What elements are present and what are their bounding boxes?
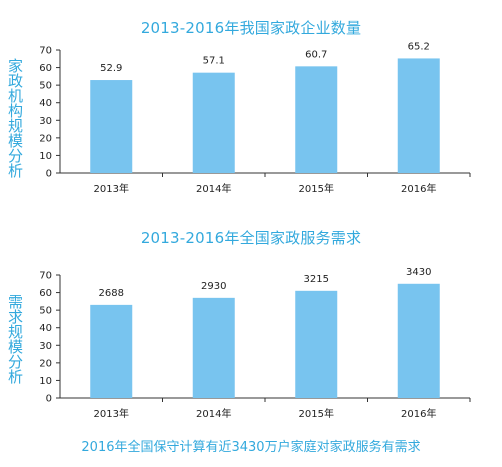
chart1-x-tick-label: 2016年 xyxy=(401,182,436,195)
chart2-bar xyxy=(90,304,133,398)
footnote: 2016年全国保守计算有近3430万户家庭对家政服务有需求 xyxy=(81,440,421,455)
chart1-bar xyxy=(295,66,338,173)
chart2-x-tick-label: 2015年 xyxy=(299,407,334,420)
chart1-y-tick-label: 50 xyxy=(39,81,52,92)
chart2-title: 2013-2016年全国家政服务需求 xyxy=(140,229,362,247)
chart2-y-tick-label: 60 xyxy=(39,288,52,299)
chart1-data-label: 57.1 xyxy=(203,56,225,67)
chart1-svg: 0 10 20 30 40 50 60 70 52.9 2013年 57.1 2014年 60.7 201… xyxy=(39,41,471,195)
chart1-bar xyxy=(397,58,440,173)
chart1-y-tick-label: 30 xyxy=(39,116,52,127)
chart1-x-tick-label: 2014年 xyxy=(196,182,231,195)
chart1-data-label: 60.7 xyxy=(305,49,327,60)
chart2-x-tick-label: 2013年 xyxy=(94,407,129,420)
chart2-y-tick-label: 40 xyxy=(39,323,52,334)
chart2-bar xyxy=(295,290,338,398)
chart1-ylabel: 家政机构规模分析 xyxy=(6,58,24,178)
chart2-bar xyxy=(397,283,440,398)
chart1-y-tick-label: 0 xyxy=(46,169,52,180)
chart2-y-tick-label: 10 xyxy=(39,376,52,387)
chart1-data-label: 52.9 xyxy=(100,63,122,74)
chart2-svg: 0 10 20 30 40 50 60 70 2688 2013年 2930 2014年 3215 201… xyxy=(39,267,471,420)
chart2-y-tick-label: 20 xyxy=(39,358,52,369)
chart2-y-tick-label: 0 xyxy=(46,394,52,405)
chart2-y-tick-label: 70 xyxy=(39,271,52,282)
chart1-y-tick-label: 40 xyxy=(39,98,52,109)
chart2-y-tick-label: 30 xyxy=(39,341,52,352)
chart2-data-label: 3215 xyxy=(304,274,329,285)
chart2-x-tick-label: 2016年 xyxy=(401,407,436,420)
chart1-bar xyxy=(192,72,235,173)
chart2-ylabel: 需求规模分析 xyxy=(6,294,24,384)
chart1-x-tick-label: 2015年 xyxy=(299,182,334,195)
chart2-x-tick-label: 2014年 xyxy=(196,407,231,420)
chart1-x-tick-label: 2013年 xyxy=(94,182,129,195)
chart1-y-tick-label: 20 xyxy=(39,133,52,144)
chart2-bar xyxy=(192,297,235,398)
chart1-y-tick-label: 10 xyxy=(39,151,52,162)
chart2-data-label: 2930 xyxy=(201,281,226,292)
chart1-y-tick-label: 60 xyxy=(39,63,52,74)
chart1-title: 2013-2016年我国家政企业数量 xyxy=(140,19,362,37)
chart1-data-label: 65.2 xyxy=(408,41,430,52)
chart1-bar xyxy=(90,80,133,173)
chart2-y-tick-label: 50 xyxy=(39,306,52,317)
chart1-y-tick-label: 70 xyxy=(39,46,52,57)
chart2-data-label: 2688 xyxy=(99,288,124,299)
chart2-data-label: 3430 xyxy=(406,267,431,278)
